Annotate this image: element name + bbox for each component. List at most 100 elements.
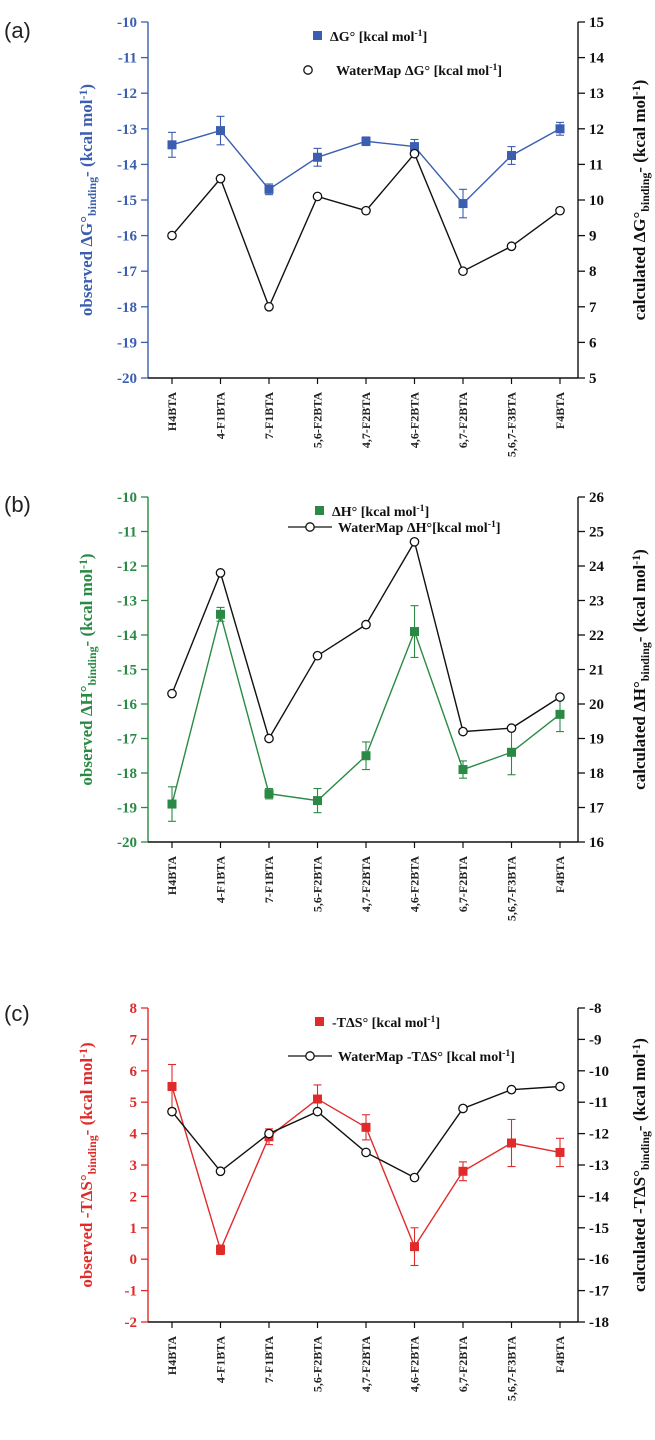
left-tick-label: -15 — [117, 193, 137, 209]
x-tick-label: 5,6-F2BTA — [311, 392, 325, 448]
right-tick-label: 8 — [589, 264, 597, 280]
legend-marker — [305, 522, 315, 532]
left-tick-label: -20 — [117, 835, 137, 851]
data-point-circle — [215, 173, 226, 184]
x-tick-label: 5,6-F2BTA — [311, 856, 325, 912]
right-tick-label: -17 — [589, 1284, 609, 1300]
right-tick-label: 21 — [589, 663, 604, 679]
right-tick-label: 10 — [589, 193, 604, 209]
data-point-square — [167, 1082, 177, 1091]
right-tick-label: 6 — [589, 335, 597, 351]
data-point-square — [555, 709, 565, 719]
data-point-circle — [264, 733, 274, 744]
series-line-1 — [171, 152, 561, 309]
data-point-square — [167, 799, 177, 809]
right-tick-label: 25 — [589, 525, 604, 541]
data-point-circle — [264, 1128, 274, 1139]
legend-entry: -TΔS° [kcal mol-1] — [332, 1014, 440, 1031]
chart-panel-0: (a) -20 -19 -18 -17 -16 -15 -14 -13 -12 -11 -10 5 6 7 8… — [4, 15, 652, 457]
left-tick-label: -2 — [125, 1315, 138, 1331]
left-tick-label: -17 — [117, 264, 137, 280]
x-tick-label: 7-F1BTA — [262, 1336, 276, 1383]
right-tick-label: 16 — [589, 835, 605, 851]
panel-label: (c) — [4, 1001, 30, 1026]
left-tick-label: -1 — [125, 1284, 138, 1300]
x-tick-label: 7-F1BTA — [262, 856, 276, 903]
legend-marker — [315, 506, 324, 515]
data-point-circle — [312, 191, 323, 202]
x-tick-label: F4BTA — [553, 856, 567, 893]
right-tick-label: 22 — [589, 628, 604, 644]
right-tick-label: 17 — [589, 801, 605, 817]
right-tick-label: 20 — [589, 697, 604, 713]
panel-label: (a) — [4, 18, 31, 43]
right-tick-label: 24 — [589, 559, 605, 575]
x-tick-label: H4BTA — [165, 856, 179, 895]
right-tick-label: -11 — [589, 1095, 608, 1111]
left-tick-label: -10 — [117, 15, 137, 31]
data-point-square — [167, 140, 177, 150]
data-point-circle — [409, 1172, 420, 1183]
data-point-circle — [409, 536, 420, 547]
data-point-square — [458, 765, 468, 775]
data-point-circle — [167, 1106, 177, 1117]
right-tick-label: -18 — [589, 1315, 609, 1331]
data-point-square — [264, 184, 274, 194]
data-point-circle — [361, 1147, 371, 1158]
data-point-circle — [506, 241, 517, 252]
y-axis-title-left: observed ΔG°binding- (kcal mol-1) — [76, 84, 99, 316]
left-tick-label: 3 — [130, 1158, 138, 1174]
data-point-square — [216, 609, 225, 619]
left-tick-label: 1 — [130, 1221, 138, 1237]
chart-panel-1: (b) -20 -19 -18 -17 -16 -15 -14 -13 -12 -11 -10 16 17… — [4, 490, 652, 921]
data-point-circle — [264, 301, 274, 312]
data-point-square — [216, 1245, 225, 1255]
right-tick-label: 11 — [589, 157, 603, 173]
left-tick-label: 0 — [130, 1252, 138, 1268]
right-tick-label: 14 — [589, 51, 605, 67]
data-point-square — [313, 796, 322, 806]
data-point-square — [410, 627, 419, 637]
data-point-square — [361, 1122, 371, 1132]
data-point-circle — [312, 1106, 323, 1117]
right-tick-label: 23 — [589, 594, 604, 610]
right-tick-label: 26 — [589, 490, 605, 506]
data-point-circle — [215, 1166, 226, 1177]
x-tick-label: 5,6,7-F3BTA — [505, 1336, 519, 1401]
left-tick-label: -13 — [117, 594, 137, 610]
y-axis-title-right: calculated ΔG°binding- (kcal mol-1) — [629, 80, 652, 321]
data-point-circle — [555, 692, 565, 702]
series-line-0 — [171, 611, 561, 805]
left-tick-label: 5 — [130, 1095, 138, 1111]
legend-entry: ΔH° [kcal mol-1] — [332, 503, 429, 520]
data-point-square — [507, 151, 516, 160]
data-point-circle — [458, 1103, 468, 1114]
data-point-square — [361, 136, 371, 146]
x-tick-label: 5,6,7-F3BTA — [505, 856, 519, 921]
right-tick-label: -8 — [589, 1001, 602, 1017]
y-axis-title-right: calculated ΔH°binding- (kcal mol-1) — [629, 549, 652, 790]
right-tick-label: 5 — [589, 371, 597, 387]
x-tick-label: H4BTA — [165, 392, 179, 431]
left-tick-label: -18 — [117, 766, 137, 782]
data-point-square — [555, 124, 565, 134]
legend-marker — [303, 65, 313, 75]
panel-label: (b) — [4, 492, 31, 517]
right-tick-label: -15 — [589, 1221, 609, 1237]
x-tick-label: 6,7-F2BTA — [456, 856, 470, 912]
legend-marker — [305, 1051, 315, 1061]
data-point-circle — [312, 650, 323, 661]
right-tick-label: 9 — [589, 229, 597, 245]
chart-panel-2: (c)-2-1012345678-18-17-16-15-14-13-12-11… — [4, 1001, 652, 1401]
right-tick-label: 19 — [589, 732, 604, 748]
left-tick-label: -15 — [117, 663, 137, 679]
data-point-square — [458, 199, 468, 209]
x-tick-label: 4,7-F2BTA — [359, 856, 373, 912]
data-point-circle — [167, 230, 177, 241]
left-tick-label: -12 — [117, 86, 137, 102]
x-tick-label: 7-F1BTA — [262, 392, 276, 439]
x-tick-label: F4BTA — [553, 392, 567, 429]
right-tick-label: -12 — [589, 1127, 609, 1143]
left-tick-label: -14 — [117, 157, 137, 173]
